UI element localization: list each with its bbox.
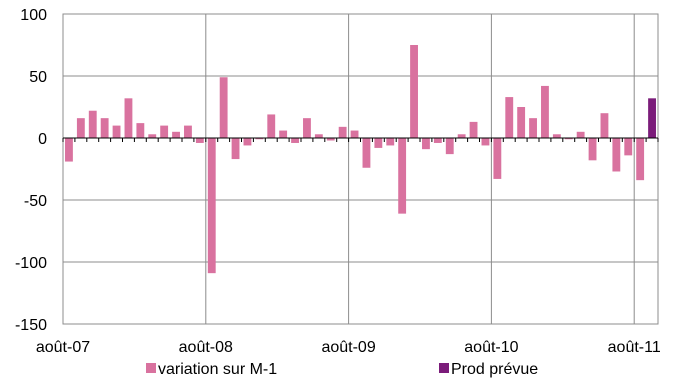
bar-variation bbox=[374, 138, 383, 148]
x-tick-label: août-09 bbox=[321, 339, 375, 356]
legend-swatch-prod-prevue bbox=[439, 363, 449, 373]
y-tick-label: -150 bbox=[15, 317, 47, 334]
plot-border bbox=[62, 13, 659, 325]
bar-variation bbox=[338, 126, 347, 138]
bar-variation bbox=[88, 110, 97, 138]
bar-variation bbox=[481, 138, 490, 146]
x-tick-label: août-08 bbox=[179, 339, 233, 356]
y-tick-label: 50 bbox=[29, 69, 47, 86]
bar-variation bbox=[231, 138, 240, 160]
bar-variation bbox=[636, 138, 645, 181]
bar-variation bbox=[136, 123, 145, 138]
bar-variation bbox=[112, 125, 121, 138]
bar-variation bbox=[362, 138, 371, 168]
axis-layer: 100 50 0 -50 -100 -150 août-07 août-08 août-09 ao… bbox=[15, 7, 661, 356]
bar-variation bbox=[219, 77, 228, 138]
y-tick-label: 100 bbox=[20, 7, 47, 24]
bar-variation bbox=[172, 131, 180, 138]
bar-variation bbox=[398, 138, 407, 214]
legend: variation sur M-1 Prod prévue bbox=[146, 361, 538, 378]
bar-variation bbox=[624, 138, 633, 156]
bar-variation bbox=[445, 138, 454, 155]
bar-prod-prevue bbox=[648, 98, 656, 138]
legend-swatch-variation bbox=[146, 363, 156, 373]
bar-variation bbox=[386, 138, 395, 146]
bar-variation bbox=[255, 138, 264, 140]
bar-variation bbox=[314, 134, 323, 138]
bar-variation bbox=[303, 118, 311, 138]
bar-variation bbox=[184, 125, 192, 138]
bar-variation bbox=[100, 118, 109, 138]
x-tick-label: août-10 bbox=[464, 339, 518, 356]
bar-variation bbox=[469, 121, 478, 138]
bar-variation bbox=[207, 138, 216, 274]
bar-variation bbox=[529, 118, 537, 138]
bar-variation bbox=[267, 114, 276, 138]
y-tick-label: 0 bbox=[38, 131, 47, 148]
bar-variation bbox=[457, 134, 466, 138]
bar-variation bbox=[243, 138, 252, 146]
bar-variation bbox=[588, 138, 597, 161]
grid-layer bbox=[63, 13, 658, 325]
x-tick-label: août-11 bbox=[608, 339, 661, 356]
bar-variation bbox=[552, 134, 561, 138]
bar-variation bbox=[124, 98, 133, 138]
bar-variation bbox=[410, 45, 418, 138]
bar-variation bbox=[76, 118, 85, 138]
bar-variation bbox=[505, 97, 514, 138]
bar-variation bbox=[148, 134, 157, 138]
x-tick-label: août-07 bbox=[36, 339, 90, 356]
bar-variation bbox=[612, 138, 621, 172]
bar-variation bbox=[65, 138, 73, 162]
bar-variation bbox=[422, 138, 430, 150]
bar-variation bbox=[576, 131, 585, 138]
bar-variation bbox=[541, 85, 549, 138]
bar-variation bbox=[326, 138, 335, 141]
bar-variation bbox=[493, 138, 502, 179]
y-tick-label: -100 bbox=[15, 255, 47, 272]
bars-layer bbox=[65, 45, 656, 274]
bar-variation bbox=[279, 130, 288, 138]
bar-variation bbox=[600, 113, 609, 138]
bar-variation bbox=[160, 125, 169, 138]
bar-variation bbox=[291, 138, 299, 143]
bar-variation bbox=[433, 138, 442, 143]
bar-variation bbox=[195, 138, 204, 143]
bar-variation bbox=[517, 107, 526, 138]
legend-label-prod-prevue: Prod prévue bbox=[451, 361, 538, 378]
bar-variation bbox=[564, 138, 573, 140]
bar-variation bbox=[350, 130, 359, 138]
y-tick-label: -50 bbox=[24, 193, 47, 210]
legend-label-variation: variation sur M-1 bbox=[158, 361, 277, 378]
